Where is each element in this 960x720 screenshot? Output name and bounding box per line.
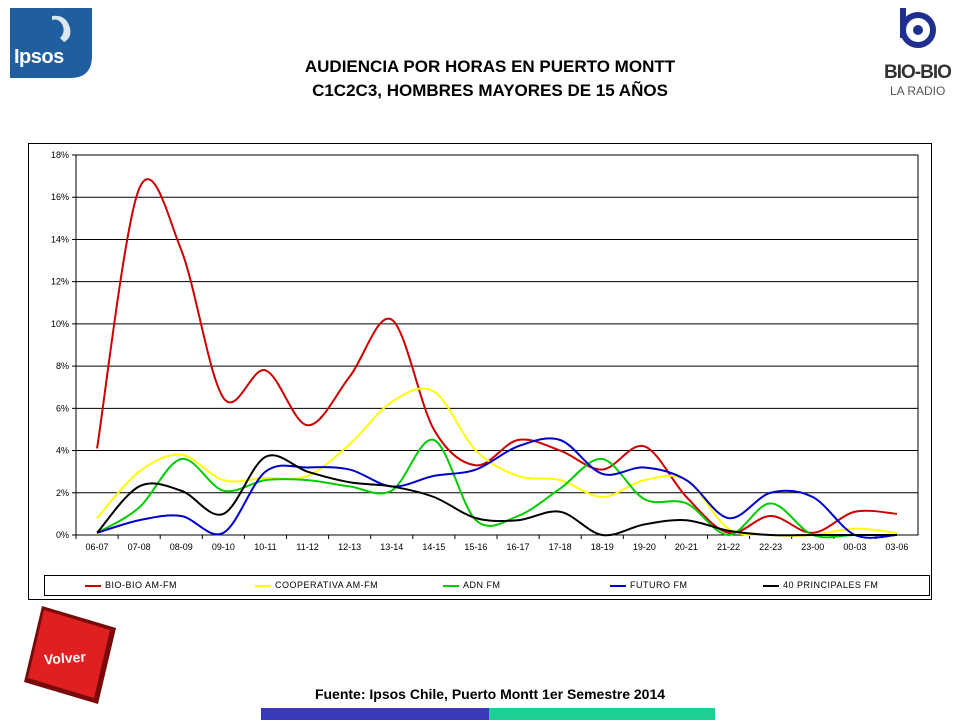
x-tick-label: 07-08 [128, 542, 151, 552]
y-tick-label: 18% [51, 150, 69, 160]
legend-swatch [610, 585, 626, 587]
x-tick-label: 11-12 [296, 542, 318, 552]
footer-bar-teal [489, 708, 715, 720]
legend-label: FUTURO FM [630, 580, 688, 590]
biobio-logo-inner-dot [913, 25, 923, 35]
x-tick-label: 03-06 [885, 542, 908, 552]
legend-swatch [255, 585, 271, 587]
legend-label: BIO-BIO AM-FM [105, 580, 178, 590]
series-line-futuro-fm [96, 437, 898, 539]
y-tick-label: 8% [56, 361, 69, 371]
ipsos-logo: Ipsos [10, 8, 92, 78]
x-tick-label: 20-21 [675, 542, 698, 552]
x-tick-label: 18-19 [591, 542, 614, 552]
legend-swatch [763, 585, 779, 587]
legend-label: 40 PRINCIPALES FM [783, 580, 879, 590]
legend-swatch [85, 585, 101, 587]
y-tick-label: 12% [51, 277, 69, 287]
biobio-logo-name: BIO-BIO [884, 62, 952, 83]
y-tick-label: 14% [51, 234, 69, 244]
volver-button[interactable]: Volver [24, 606, 116, 704]
biobio-logo-subtitle: LA RADIO [890, 84, 946, 98]
x-axis-ticks: 06-07 07-08 08-09 09-10 10-11 11-12 12-13 13-14… [86, 542, 909, 552]
chart-title: AUDIENCIA POR HORAS EN PUERTO MONTT C1C2… [190, 55, 790, 103]
ipsos-logo-shape [10, 8, 92, 78]
x-tick-label: 14-15 [422, 542, 445, 552]
y-tick-label: 6% [56, 403, 69, 413]
series-lines [96, 178, 898, 539]
biobio-logo-mark [900, 8, 936, 48]
legend-label: COOPERATIVA AM-FM [275, 580, 379, 590]
chart-title-line2: C1C2C3, HOMBRES MAYORES DE 15 AÑOS [312, 81, 668, 100]
x-tick-label: 21-22 [717, 542, 740, 552]
x-tick-label: 12-13 [338, 542, 361, 552]
x-tick-label: 17-18 [549, 542, 572, 552]
x-tick-label: 22-23 [759, 542, 782, 552]
chart-legend: BIO-BIO AM-FM COOPERATIVA AM-FM ADN FM FUTU… [44, 575, 930, 596]
y-tick-label: 0% [56, 530, 69, 540]
y-tick-label: 16% [51, 192, 69, 202]
ipsos-logo-background [10, 8, 92, 78]
legend-label: ADN FM [463, 580, 501, 590]
y-tick-label: 4% [56, 446, 69, 456]
line-chart: 0% 2% 4% 6% 8% 10% 12% 14% 16% 18% 06-07 07-08 08-0… [51, 150, 919, 552]
x-tick-label: 15-16 [464, 542, 487, 552]
x-tick-label: 09-10 [212, 542, 235, 552]
x-tick-label: 19-20 [633, 542, 656, 552]
legend-swatch [443, 585, 459, 587]
volver-button-shape [24, 606, 116, 704]
x-tick-label: 13-14 [380, 542, 403, 552]
x-tick-label: 08-09 [170, 542, 193, 552]
volver-button-face [28, 610, 110, 698]
y-tick-label: 2% [56, 488, 69, 498]
ipsos-logo-text: Ipsos [14, 46, 64, 68]
source-note: Fuente: Ipsos Chile, Puerto Montt 1er Se… [314, 686, 666, 702]
chart-title-line1: AUDIENCIA POR HORAS EN PUERTO MONTT [304, 57, 676, 76]
y-tick-label: 10% [51, 319, 69, 329]
y-axis-ticks: 0% 2% 4% 6% 8% 10% 12% 14% 16% 18% [51, 150, 69, 540]
series-line-adn-fm [96, 438, 897, 539]
footer-bar-blue [261, 708, 489, 720]
biobio-logo: BIO-BIO LA RADIO [878, 6, 956, 100]
x-tick-label: 16-17 [507, 542, 530, 552]
ipsos-logo-profile [52, 15, 71, 42]
x-tick-label: 06-07 [86, 542, 109, 552]
biobio-logo-outer-ring [900, 12, 936, 48]
x-tick-label: 10-11 [254, 542, 276, 552]
x-tick-label: 00-03 [843, 542, 866, 552]
plot-area [75, 154, 919, 536]
x-tick-label: 23-00 [801, 542, 824, 552]
gridlines [72, 154, 919, 539]
series-line-40-principales-fm [96, 454, 897, 537]
series-line-bio-bio-am-fm [96, 178, 898, 535]
volver-button-label: Volver [43, 648, 87, 668]
